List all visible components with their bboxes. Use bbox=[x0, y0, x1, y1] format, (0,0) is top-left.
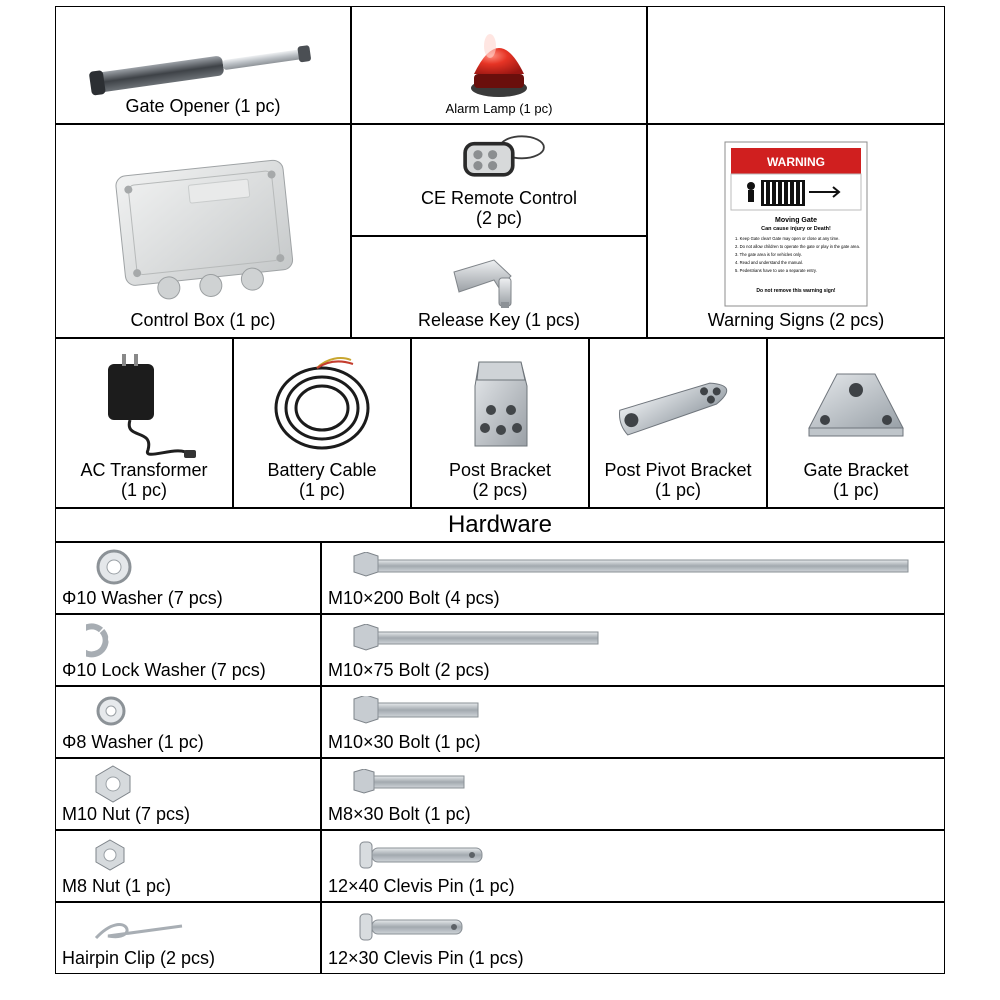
cell-gate-opener: Gate Opener (1 pc) bbox=[55, 6, 351, 124]
ac-transformer-icon bbox=[84, 350, 204, 460]
svg-text:Can cause injury or Death!: Can cause injury or Death! bbox=[761, 226, 831, 232]
cell-empty-1 bbox=[647, 6, 945, 124]
post-bracket-icon bbox=[445, 350, 555, 460]
cell-warning-signs: WARNING Moving Gate Can cause injury or … bbox=[647, 124, 945, 338]
hw-row: M10 Nut (7 pcs) M8×30 Bolt (1 pc) bbox=[55, 758, 945, 830]
release-key-label: Release Key (1 pcs) bbox=[418, 310, 580, 331]
hardware-rows: Φ10 Washer (7 pcs) M10×200 Bolt (4 pcs) … bbox=[55, 542, 945, 974]
gate-opener-label: Gate Opener (1 pc) bbox=[125, 96, 280, 117]
control-box-label: Control Box (1 pc) bbox=[130, 310, 275, 331]
battery-cable-label: Battery Cable (1 pc) bbox=[267, 460, 376, 501]
post-pivot-icon bbox=[603, 350, 753, 460]
alarm-lamp-icon bbox=[454, 16, 544, 102]
release-key-icon bbox=[439, 252, 559, 310]
gate-bracket-icon bbox=[791, 350, 921, 460]
remote-icon bbox=[444, 129, 554, 188]
svg-text:Moving Gate: Moving Gate bbox=[775, 217, 817, 224]
warning-signs-label: Warning Signs (2 pcs) bbox=[708, 310, 884, 331]
hw-row: Hairpin Clip (2 pcs) 12×30 Clevis Pin (1… bbox=[55, 902, 945, 974]
gate-opener-icon bbox=[83, 36, 323, 96]
svg-text:Do not remove this warning sig: Do not remove this warning sign! bbox=[756, 288, 836, 294]
ce-remote-label-2: (2 pc) bbox=[476, 208, 522, 229]
warning-sign-icon: WARNING Moving Gate Can cause injury or … bbox=[721, 138, 871, 310]
alarm-lamp-label: Alarm Lamp (1 pc) bbox=[446, 102, 553, 117]
cell-post-bracket: Post Bracket (2 pcs) bbox=[411, 338, 589, 508]
cell-release-key: Release Key (1 pcs) bbox=[351, 236, 647, 338]
parts-diagram: Gate Opener (1 pc) Alarm Lamp (1 pc) bbox=[55, 0, 945, 974]
cell-control-box: Control Box (1 pc) bbox=[55, 124, 351, 338]
cell-ac-transformer: AC Transformer (1 pc) bbox=[55, 338, 233, 508]
hardware-header: Hardware bbox=[55, 508, 945, 542]
gate-bracket-label: Gate Bracket (1 pc) bbox=[803, 460, 908, 501]
cell-battery-cable: Battery Cable (1 pc) bbox=[233, 338, 411, 508]
svg-text:1. Keep Gate clear! Gate may o: 1. Keep Gate clear! Gate may open or clo… bbox=[735, 236, 840, 241]
svg-text:2. Do not allow children to op: 2. Do not allow children to operate the … bbox=[735, 244, 860, 249]
cell-gate-bracket: Gate Bracket (1 pc) bbox=[767, 338, 945, 508]
hw-row: M8 Nut (1 pc) 12×40 Clevis Pin (1 pc) bbox=[55, 830, 945, 902]
control-box-icon bbox=[93, 150, 313, 310]
hw-row: Φ10 Washer (7 pcs) M10×200 Bolt (4 pcs) bbox=[55, 542, 945, 614]
ce-remote-label-1: CE Remote Control bbox=[421, 188, 577, 209]
ac-transformer-label: AC Transformer (1 pc) bbox=[80, 460, 207, 501]
cell-ce-remote: CE Remote Control (2 pc) bbox=[351, 124, 647, 236]
svg-text:4. Read and understand the man: 4. Read and understand the manual. bbox=[735, 260, 803, 265]
svg-text:WARNING: WARNING bbox=[767, 155, 825, 169]
post-bracket-label: Post Bracket (2 pcs) bbox=[449, 460, 551, 501]
cell-alarm-lamp: Alarm Lamp (1 pc) bbox=[351, 6, 647, 124]
cell-post-pivot: Post Pivot Bracket (1 pc) bbox=[589, 338, 767, 508]
svg-text:3. The gate area is for vehicl: 3. The gate area is for vehicles only. bbox=[735, 252, 802, 257]
post-pivot-label: Post Pivot Bracket (1 pc) bbox=[604, 460, 751, 501]
hw-row: Φ10 Lock Washer (7 pcs) M10×75 Bolt (2 p… bbox=[55, 614, 945, 686]
battery-cable-icon bbox=[257, 350, 387, 460]
svg-text:5. Pedestrians have to use a s: 5. Pedestrians have to use a separate en… bbox=[735, 268, 817, 273]
hw-row: Φ8 Washer (1 pc) M10×30 Bolt (1 pc) bbox=[55, 686, 945, 758]
